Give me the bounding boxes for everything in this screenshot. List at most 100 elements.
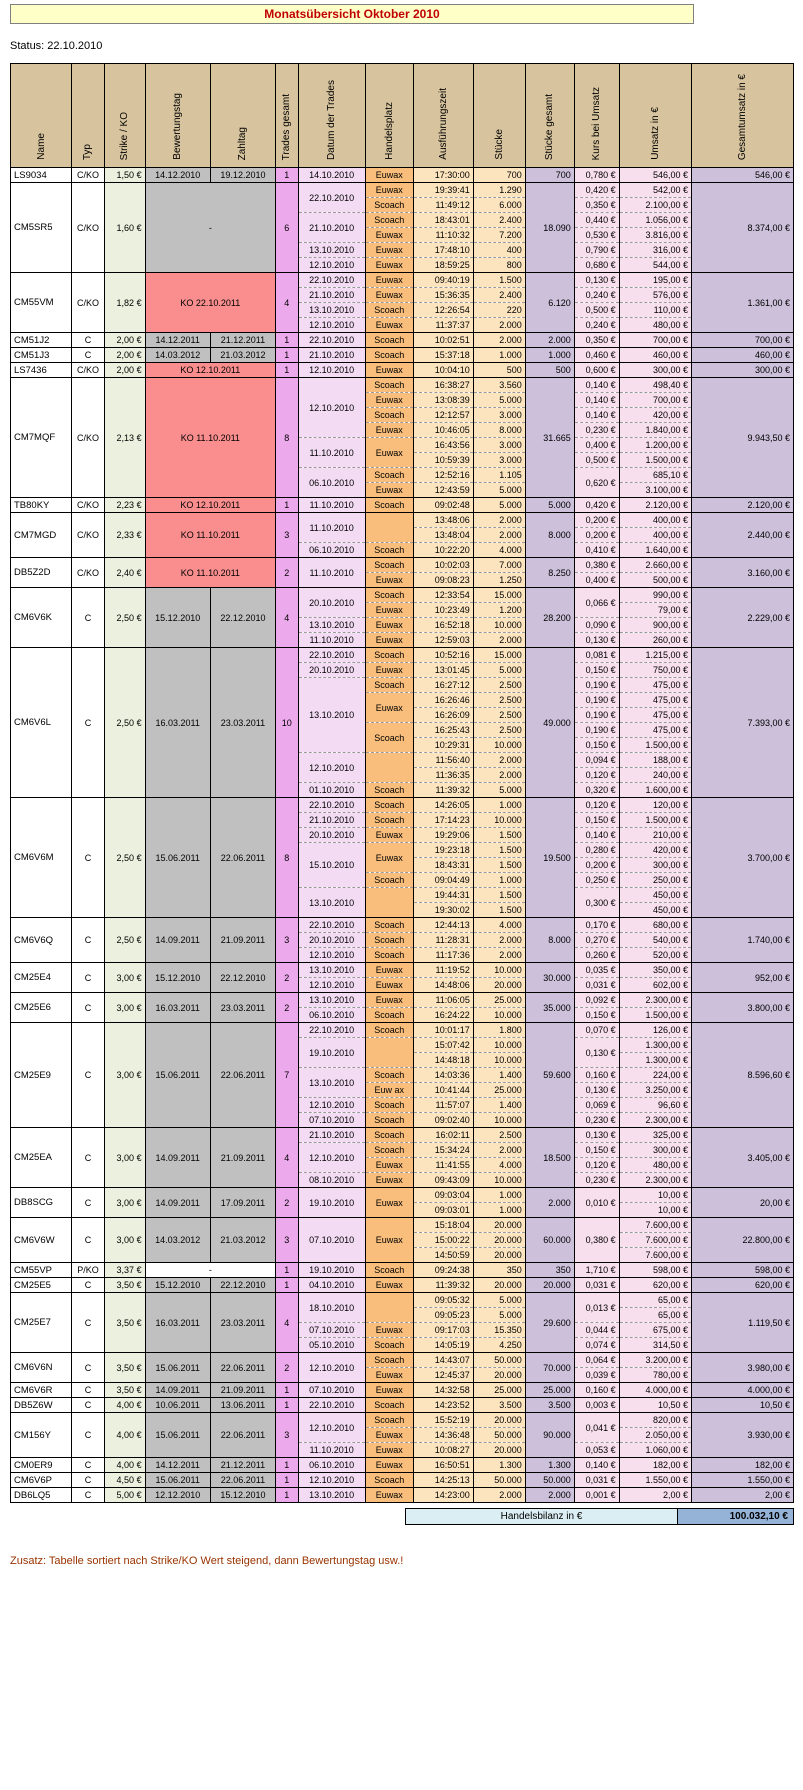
venue-cell: Euwax xyxy=(364,617,414,633)
bewertungstag-cell: 15.12.2010 xyxy=(144,962,211,993)
venue-cell: Scoach xyxy=(364,722,414,753)
strike-cell: 2,33 € xyxy=(103,512,146,558)
price-cell: 0,230 € xyxy=(573,1172,620,1188)
balance-label: Handelsbilanz in € xyxy=(405,1508,678,1525)
shares-cell: 50.000 xyxy=(472,1352,526,1368)
time-cell: 18:59:25 xyxy=(412,257,474,273)
price-cell: 0,130 € xyxy=(573,632,620,648)
time-cell: 12:26:54 xyxy=(412,302,474,318)
amount-cell: 1.500,00 € xyxy=(618,452,692,468)
ko-cell: KO 11.10.2011 xyxy=(144,377,277,498)
status-line: Status: 22.10.2010 xyxy=(10,40,103,52)
price-cell: 0,035 € xyxy=(573,962,620,978)
time-cell: 13:01:45 xyxy=(412,662,474,678)
trade-date-cell: 14.10.2010 xyxy=(297,167,366,183)
price-cell: 0,170 € xyxy=(573,917,620,933)
zahltag-cell: 19.12.2010 xyxy=(209,167,277,183)
time-cell: 12:12:57 xyxy=(412,407,474,423)
trade-date-cell: 07.10.2010 xyxy=(297,1322,366,1338)
table-row: Scoach 16:25:43 2.500 0,190 €475,00 € xyxy=(11,722,794,753)
trade-date-cell: 22.10.2010 xyxy=(297,1022,366,1038)
trades-count-cell: 4 xyxy=(275,272,299,333)
table-row: CM6V6R C 3,50 €14.09.2011 21.09.2011 1 07.10.… xyxy=(9,1382,795,1398)
table-row: Euwax 11:41:55 4.000 0,120 €480,00 € xyxy=(11,1157,794,1173)
col-header-zahltag-label: Zahltag xyxy=(237,126,249,160)
typ-cell: C/KO xyxy=(71,497,105,513)
amount-cell: 420,00 € xyxy=(618,842,692,858)
shares-cell: 1.000 xyxy=(472,1187,526,1203)
bewertungstag-cell: 12.12.2010 xyxy=(144,1487,211,1503)
time-cell: 15:07:42 xyxy=(412,1037,474,1053)
trade-date-cell: 12.10.2010 xyxy=(297,377,366,438)
amount-cell: 188,00 € xyxy=(618,752,692,768)
trade-date-cell: 19.10.2010 xyxy=(297,1187,366,1218)
shares-total-cell: 6.120 xyxy=(524,272,575,333)
shares-cell: 1.500 xyxy=(472,842,526,858)
time-cell: 13:08:39 xyxy=(412,392,474,408)
page-title: Monatsübersicht Oktober 2010 xyxy=(10,4,694,24)
typ-cell: C/KO xyxy=(71,377,105,498)
time-cell: 09:03:01 xyxy=(412,1202,474,1218)
amount-cell: 3.816,00 € xyxy=(618,227,692,243)
zahltag-cell: 22.06.2011 xyxy=(209,797,277,918)
venue-cell: Scoach xyxy=(364,377,414,393)
name-cell: CM6V6L xyxy=(9,647,73,798)
table-row: 14:50:59 20.000 7.600,00 € xyxy=(11,1247,794,1263)
shares-cell: 20.000 xyxy=(472,1277,526,1293)
strike-cell: 2,50 € xyxy=(103,797,146,918)
table-row: 20.10.2010 Euwax 19:29:06 1.500 0,140 €210,0… xyxy=(11,827,794,843)
amount-cell: 1.500,00 € xyxy=(618,812,692,828)
col-header-gesamtumsatz-label: Gesamtumsatz in € xyxy=(736,73,748,160)
shares-total-cell: 8.000 xyxy=(524,917,575,963)
venue-cell: Scoach xyxy=(364,407,414,423)
amount-cell: 182,00 € xyxy=(618,1457,692,1473)
trade-date-cell: 12.10.2010 xyxy=(297,1472,366,1488)
name-cell: CM156Y xyxy=(9,1412,73,1458)
venue-cell: Euwax xyxy=(364,437,414,468)
zahltag-cell: 21.09.2011 xyxy=(209,1382,277,1398)
name-cell: CM6V6N xyxy=(9,1352,73,1383)
time-cell: 19:29:06 xyxy=(412,827,474,843)
trades-count-cell: 1 xyxy=(275,1262,299,1278)
zahltag-cell: 23.03.2011 xyxy=(209,647,277,798)
amount-cell: 316,00 € xyxy=(618,242,692,258)
name-cell: DB5Z6W xyxy=(9,1397,73,1413)
venue-cell xyxy=(364,1292,414,1323)
shares-total-cell: 60.000 xyxy=(524,1217,575,1263)
trade-date-cell: 20.10.2010 xyxy=(297,662,366,678)
shares-total-cell: 90.000 xyxy=(524,1412,575,1458)
ko-cell: KO 22.10.2011 xyxy=(144,272,277,333)
bewertungstag-cell: 15.06.2011 xyxy=(144,797,211,918)
total-amount-cell: 8.596,60 € xyxy=(690,1022,795,1128)
table-row: CM25E9 C 3,00 €15.06.2011 22.06.2011 7 22.10.… xyxy=(9,1022,795,1128)
shares-total-cell: 30.000 xyxy=(524,962,575,993)
time-cell: 10:02:51 xyxy=(412,332,474,348)
table-row: Euw ax 10:41:44 25.000 0,130 €3.250,00 € xyxy=(11,1082,794,1098)
price-cell: 0,410 € xyxy=(573,542,620,558)
price-cell: 0,530 € xyxy=(573,227,620,243)
typ-cell: C xyxy=(71,1217,105,1263)
zahltag-cell: 22.12.2010 xyxy=(209,962,277,993)
zahltag-cell: 22.06.2011 xyxy=(209,1472,277,1488)
bewertungstag-cell: 14.09.2011 xyxy=(144,1187,211,1218)
time-cell: 15:18:04 xyxy=(412,1217,474,1233)
shares-cell: 2.000 xyxy=(472,317,526,333)
zahltag-cell: 22.12.2010 xyxy=(209,1277,277,1293)
price-cell: 0,064 € xyxy=(573,1352,620,1368)
shares-cell: 10.000 xyxy=(472,1007,526,1023)
zahltag-cell: 22.12.2010 xyxy=(209,587,277,648)
amount-cell: 2.100,00 € xyxy=(618,197,692,213)
venue-cell: Euwax xyxy=(364,827,414,843)
shares-total-cell: 20.000 xyxy=(524,1277,575,1293)
amount-cell: 10,00 € xyxy=(618,1202,692,1218)
bewertungstag-cell: 15.06.2011 xyxy=(144,1412,211,1458)
trades-count-cell: 8 xyxy=(275,797,299,918)
venue-cell: Euwax xyxy=(364,1487,414,1503)
table-row: Euwax 12:45:37 20.000 0,039 €780,00 € xyxy=(11,1367,794,1383)
time-cell: 10:01:17 xyxy=(412,1022,474,1038)
amount-cell: 450,00 € xyxy=(618,902,692,918)
amount-cell: 2.300,00 € xyxy=(618,992,692,1008)
shares-cell: 2.500 xyxy=(472,692,526,708)
trade-date-cell: 22.10.2010 xyxy=(297,647,366,663)
bewertungstag-cell: 14.12.2010 xyxy=(144,167,211,183)
